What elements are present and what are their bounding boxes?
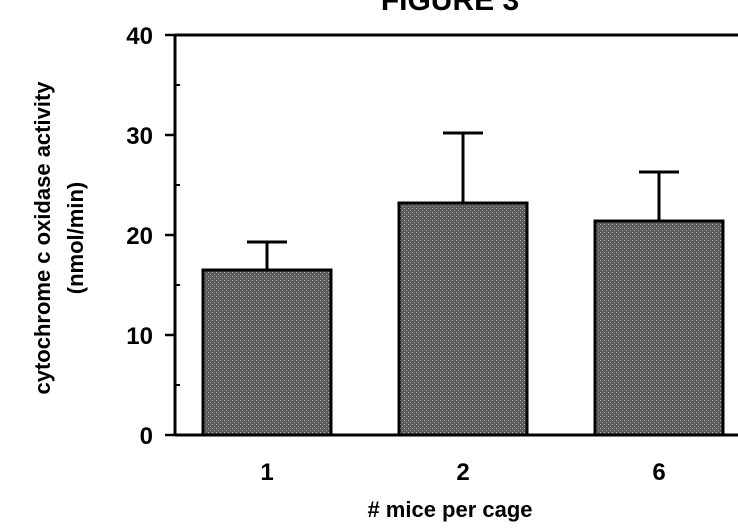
y-axis-title: cytochrome c oxidase activity: [30, 81, 55, 395]
bar-6: [593, 219, 725, 437]
chart-title: FIGURE 3: [381, 0, 519, 17]
y-tick-label: 0: [140, 423, 153, 450]
x-tick-label: 1: [260, 459, 273, 486]
x-tick-label: 6: [652, 459, 665, 486]
x-axis-title: # mice per cage: [367, 497, 532, 522]
y-tick-label: 10: [126, 323, 153, 350]
y-tick-label: 30: [126, 123, 153, 150]
y-tick-label: 20: [126, 223, 153, 250]
x-tick-label: 2: [456, 459, 469, 486]
y-tick-label: 40: [126, 23, 153, 50]
bar-2: [397, 201, 529, 437]
y-axis-units: (nmol/min): [63, 182, 88, 294]
bar-1: [201, 268, 333, 437]
plot-area: 0 10 20 30 40 1 2 6: [126, 23, 738, 486]
